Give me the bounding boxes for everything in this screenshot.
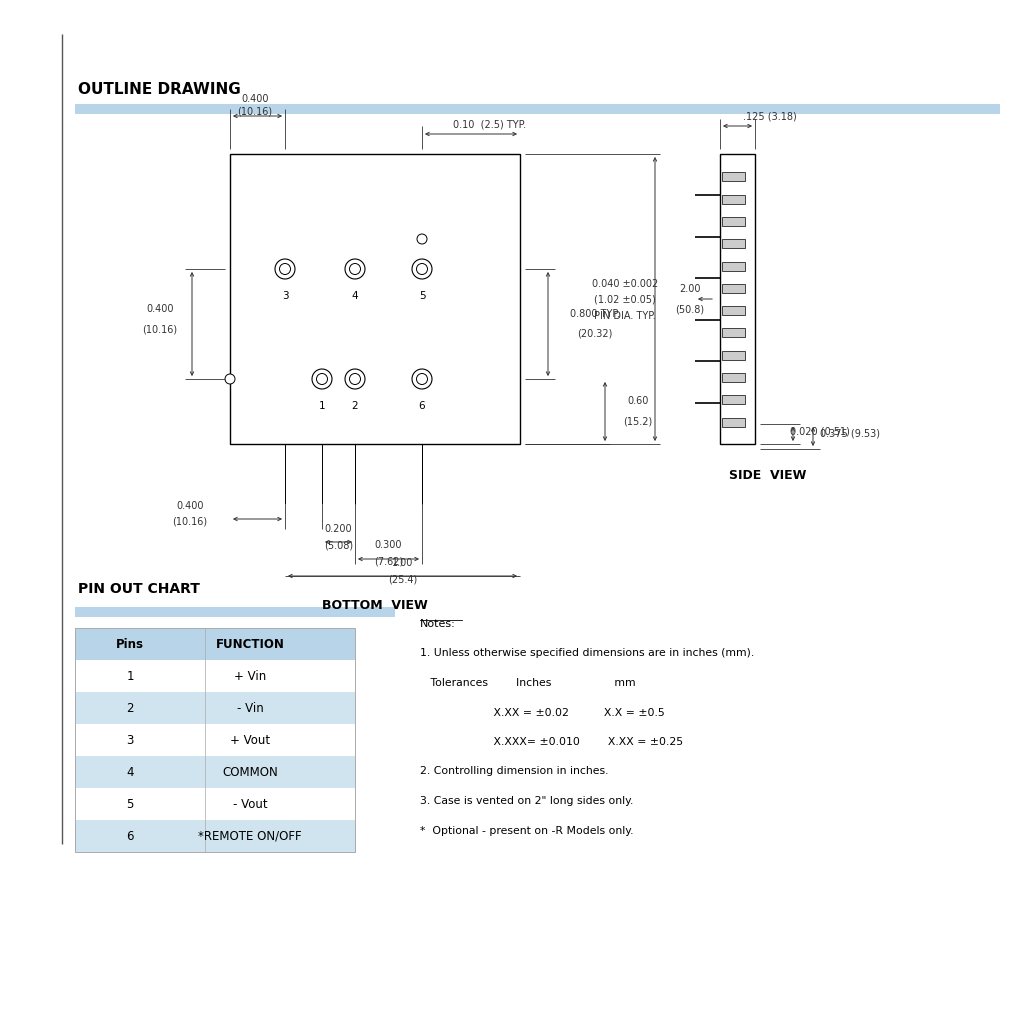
Circle shape bbox=[225, 374, 234, 384]
Text: 4: 4 bbox=[126, 766, 134, 778]
Text: 1. Unless otherwise specified dimensions are in inches (mm).: 1. Unless otherwise specified dimensions… bbox=[420, 648, 755, 658]
Text: PIN OUT CHART: PIN OUT CHART bbox=[78, 582, 200, 596]
Text: FUNCTION: FUNCTION bbox=[216, 638, 285, 650]
Text: 5: 5 bbox=[419, 291, 425, 301]
Text: SIDE  VIEW: SIDE VIEW bbox=[729, 469, 806, 482]
Bar bbox=[75, 692, 355, 724]
Text: 6: 6 bbox=[126, 829, 134, 843]
FancyBboxPatch shape bbox=[75, 607, 395, 617]
Text: + Vin: + Vin bbox=[233, 670, 266, 683]
Text: 0.200: 0.200 bbox=[325, 524, 352, 534]
Text: *REMOTE ON/OFF: *REMOTE ON/OFF bbox=[199, 829, 302, 843]
Circle shape bbox=[345, 369, 365, 389]
Text: 5: 5 bbox=[126, 798, 134, 811]
Circle shape bbox=[417, 263, 427, 274]
Text: 3: 3 bbox=[282, 291, 289, 301]
Bar bbox=[722, 217, 744, 226]
Bar bbox=[75, 820, 355, 852]
Text: - Vout: - Vout bbox=[232, 798, 267, 811]
Text: 2: 2 bbox=[351, 401, 358, 411]
Text: 2: 2 bbox=[126, 701, 134, 715]
Text: X.XX = ±0.02          X.X = ±0.5: X.XX = ±0.02 X.X = ±0.5 bbox=[420, 708, 665, 718]
Text: *  Optional - present on -R Models only.: * Optional - present on -R Models only. bbox=[420, 825, 634, 836]
Bar bbox=[722, 373, 744, 382]
Circle shape bbox=[275, 259, 295, 279]
Text: (25.4): (25.4) bbox=[388, 574, 417, 584]
Bar bbox=[230, 154, 520, 444]
Text: 0.020 (0.51): 0.020 (0.51) bbox=[791, 426, 850, 436]
Bar bbox=[722, 351, 744, 359]
Text: 0.10  (2.5) TYP.: 0.10 (2.5) TYP. bbox=[454, 119, 526, 129]
Text: X.XXX= ±0.010        X.XX = ±0.25: X.XXX= ±0.010 X.XX = ±0.25 bbox=[420, 737, 683, 746]
Bar bbox=[722, 172, 744, 181]
Text: 2.00: 2.00 bbox=[679, 284, 700, 294]
Text: 6: 6 bbox=[419, 401, 425, 411]
Text: BOTTOM  VIEW: BOTTOM VIEW bbox=[323, 599, 428, 612]
Text: 2. Controlling dimension in inches.: 2. Controlling dimension in inches. bbox=[420, 767, 608, 776]
Text: .125 (3.18): .125 (3.18) bbox=[743, 111, 797, 121]
Text: 0.400: 0.400 bbox=[176, 501, 204, 511]
Text: 0.040 ±0.002: 0.040 ±0.002 bbox=[592, 279, 658, 289]
Bar bbox=[75, 628, 355, 660]
Text: (7.62): (7.62) bbox=[374, 556, 403, 566]
Circle shape bbox=[349, 374, 360, 384]
Text: 1.00: 1.00 bbox=[392, 558, 414, 568]
Bar bbox=[722, 395, 744, 404]
Circle shape bbox=[345, 259, 365, 279]
Text: Tolerances        Inches                  mm: Tolerances Inches mm bbox=[420, 678, 636, 688]
Bar bbox=[722, 329, 744, 338]
Text: 3: 3 bbox=[126, 733, 134, 746]
Bar bbox=[722, 240, 744, 248]
Text: (10.16): (10.16) bbox=[172, 516, 208, 526]
Bar bbox=[722, 261, 744, 270]
Text: 1: 1 bbox=[318, 401, 326, 411]
Bar bbox=[722, 418, 744, 427]
Text: 3. Case is vented on 2" long sides only.: 3. Case is vented on 2" long sides only. bbox=[420, 796, 634, 806]
Circle shape bbox=[417, 374, 427, 384]
Bar bbox=[75, 628, 355, 852]
Text: 0.60: 0.60 bbox=[628, 396, 648, 407]
Text: OUTLINE DRAWING: OUTLINE DRAWING bbox=[78, 82, 241, 96]
Text: 0.300: 0.300 bbox=[375, 540, 402, 550]
Circle shape bbox=[417, 234, 427, 244]
Circle shape bbox=[412, 369, 432, 389]
FancyBboxPatch shape bbox=[75, 104, 1000, 114]
Text: 0.400: 0.400 bbox=[242, 94, 268, 104]
Text: 0.375 (9.53): 0.375 (9.53) bbox=[820, 429, 880, 439]
Text: Pins: Pins bbox=[116, 638, 144, 650]
Text: 4: 4 bbox=[351, 291, 358, 301]
Text: (5.08): (5.08) bbox=[324, 540, 353, 550]
Circle shape bbox=[280, 263, 291, 274]
Text: 0.800 TYP.: 0.800 TYP. bbox=[570, 309, 620, 319]
Text: (50.8): (50.8) bbox=[676, 304, 705, 314]
Text: + Vout: + Vout bbox=[230, 733, 270, 746]
Text: Notes:: Notes: bbox=[420, 618, 456, 629]
Text: (20.32): (20.32) bbox=[578, 329, 612, 339]
Circle shape bbox=[312, 369, 332, 389]
Bar bbox=[75, 756, 355, 788]
Circle shape bbox=[412, 259, 432, 279]
Text: - Vin: - Vin bbox=[237, 701, 263, 715]
Text: (15.2): (15.2) bbox=[624, 417, 652, 427]
Text: (10.16): (10.16) bbox=[238, 106, 272, 116]
Text: (1.02 ±0.05): (1.02 ±0.05) bbox=[594, 295, 656, 305]
Circle shape bbox=[349, 263, 360, 274]
Bar bbox=[722, 306, 744, 315]
Text: 0.400: 0.400 bbox=[146, 304, 174, 314]
Text: (10.16): (10.16) bbox=[142, 324, 177, 334]
Text: COMMON: COMMON bbox=[222, 766, 278, 778]
Text: 1: 1 bbox=[126, 670, 134, 683]
Bar bbox=[722, 195, 744, 204]
Bar bbox=[722, 284, 744, 293]
Text: PIN DIA. TYP.: PIN DIA. TYP. bbox=[594, 311, 656, 321]
Bar bbox=[720, 154, 755, 444]
Circle shape bbox=[316, 374, 328, 384]
